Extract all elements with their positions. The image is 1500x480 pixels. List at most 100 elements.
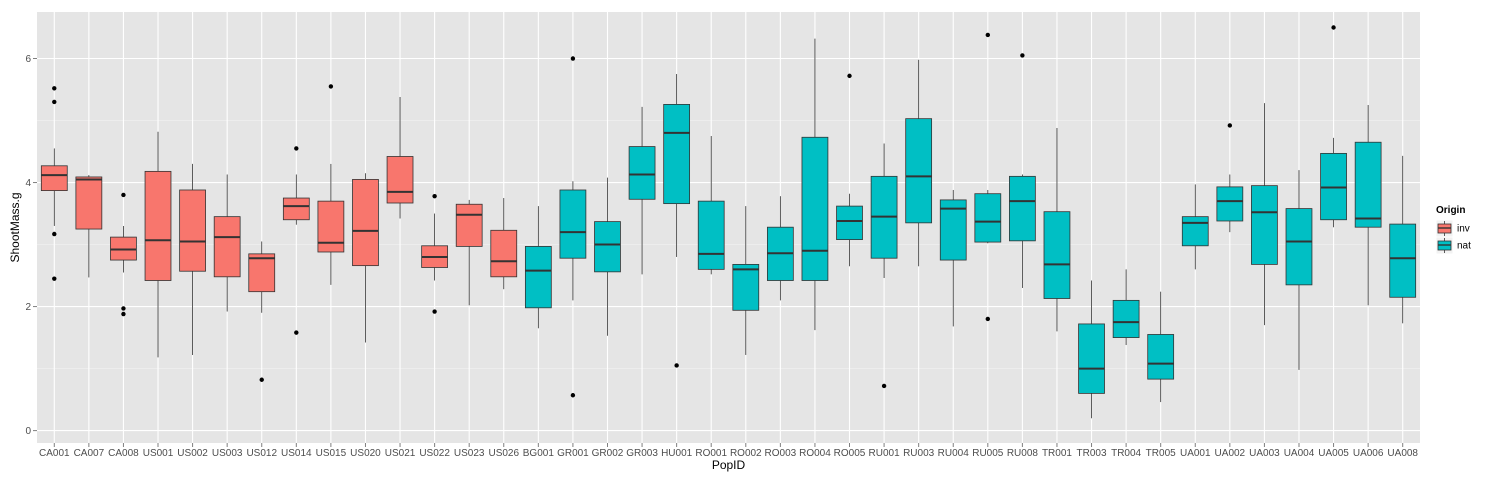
box-TR005 bbox=[1147, 291, 1175, 403]
outlier-point bbox=[847, 73, 852, 79]
x-tick-label: TR004 bbox=[1111, 448, 1141, 459]
box-iqr bbox=[1389, 223, 1417, 298]
outlier-point bbox=[52, 276, 57, 281]
y-tick-label: 2 bbox=[25, 302, 31, 313]
box-iqr bbox=[836, 205, 863, 240]
box-CA001 bbox=[40, 86, 68, 281]
box-GR001 bbox=[559, 56, 587, 398]
outlier-point bbox=[674, 363, 679, 368]
box-iqr bbox=[1354, 141, 1382, 228]
x-tick-label: RU008 bbox=[1007, 448, 1039, 459]
box-BG001 bbox=[524, 206, 552, 329]
box-RO005 bbox=[836, 73, 863, 267]
outlier-point bbox=[259, 377, 264, 382]
x-tick-label: RU005 bbox=[972, 448, 1004, 459]
box-TR001 bbox=[1043, 127, 1071, 332]
box-US002 bbox=[179, 163, 206, 355]
box-iqr bbox=[144, 170, 172, 281]
box-iqr bbox=[179, 189, 206, 272]
outlier-point bbox=[1227, 123, 1233, 128]
x-axis-title: PopID bbox=[712, 458, 746, 472]
box-iqr bbox=[663, 104, 691, 205]
x-tick-label: RO003 bbox=[765, 448, 797, 459]
box-RU005 bbox=[974, 32, 1002, 322]
box-iqr bbox=[1078, 323, 1105, 394]
box-iqr bbox=[317, 200, 345, 253]
box-iqr bbox=[524, 246, 552, 309]
outlier-point bbox=[294, 146, 299, 151]
outlier-point bbox=[881, 383, 887, 389]
x-tick-label: UA002 bbox=[1215, 448, 1246, 459]
x-tick-label: GR003 bbox=[626, 448, 658, 459]
box-iqr bbox=[697, 200, 725, 270]
box-US012 bbox=[248, 241, 276, 382]
outlier-point bbox=[52, 99, 57, 105]
x-tick-label: UA001 bbox=[1180, 448, 1211, 459]
legend: Origin inv nat bbox=[1435, 205, 1471, 255]
box-UA005 bbox=[1320, 25, 1347, 228]
x-tick-label: UA008 bbox=[1387, 448, 1418, 459]
box-HU001 bbox=[663, 74, 691, 368]
box-UA002 bbox=[1216, 123, 1244, 233]
box-RO002 bbox=[732, 206, 760, 355]
x-tick-label: US014 bbox=[281, 448, 312, 459]
outlier-point bbox=[52, 86, 57, 91]
y-tick-label: 0 bbox=[25, 426, 31, 437]
x-tick-label: US015 bbox=[316, 448, 347, 459]
box-RO003 bbox=[766, 196, 794, 301]
x-tick-label: RU003 bbox=[903, 448, 935, 459]
box-TR004 bbox=[1112, 269, 1140, 346]
outlier-point bbox=[570, 393, 576, 398]
x-tick-label: RO002 bbox=[730, 448, 762, 459]
x-tick-label: UA004 bbox=[1284, 448, 1315, 459]
outlier-point bbox=[328, 84, 334, 89]
box-RU008 bbox=[1009, 53, 1036, 288]
box-iqr bbox=[628, 146, 656, 200]
box-US001 bbox=[144, 131, 172, 358]
outlier-point bbox=[432, 309, 437, 314]
y-tick-label: 4 bbox=[25, 178, 31, 189]
plot-panel bbox=[37, 12, 1420, 443]
box-US023 bbox=[455, 199, 483, 306]
x-tick-label: UA005 bbox=[1318, 448, 1349, 459]
x-axis: CA001 CA007 CA008 US001 US002 US003 US012 US014… bbox=[39, 443, 1418, 459]
x-tick-label: GR001 bbox=[557, 448, 589, 459]
box-iqr bbox=[1147, 334, 1175, 380]
x-tick-label: RO004 bbox=[799, 448, 831, 459]
box-US021 bbox=[386, 96, 414, 219]
box-iqr bbox=[1251, 185, 1278, 265]
x-tick-label: RU001 bbox=[869, 448, 901, 459]
outlier-point bbox=[1331, 25, 1336, 30]
outlier-point bbox=[432, 193, 437, 199]
box-iqr bbox=[1112, 299, 1140, 338]
x-tick-label: CA001 bbox=[39, 448, 70, 459]
y-axis-title: ShootMass.g bbox=[8, 192, 22, 262]
y-tick-label: 6 bbox=[25, 54, 31, 65]
box-iqr bbox=[282, 197, 310, 221]
box-RU004 bbox=[939, 189, 967, 327]
x-tick-label: US020 bbox=[350, 448, 381, 459]
x-tick-label: CA007 bbox=[74, 448, 105, 459]
box-UA008 bbox=[1389, 155, 1417, 324]
x-tick-label: HU001 bbox=[661, 448, 693, 459]
x-tick-label: UA006 bbox=[1353, 448, 1384, 459]
box-iqr bbox=[386, 156, 414, 204]
legend-label: nat bbox=[1457, 241, 1471, 252]
outlier-point bbox=[985, 316, 991, 322]
box-iqr bbox=[352, 179, 379, 267]
box-RO004 bbox=[801, 38, 829, 331]
box-UA003 bbox=[1251, 103, 1278, 326]
box-RU001 bbox=[870, 143, 898, 389]
box-iqr bbox=[213, 216, 241, 278]
box-CA007 bbox=[75, 175, 103, 278]
box-GR003 bbox=[628, 106, 656, 275]
outlier-point bbox=[52, 231, 57, 237]
box-iqr bbox=[1181, 216, 1209, 247]
x-tick-label: US003 bbox=[212, 448, 243, 459]
box-US026 bbox=[490, 198, 518, 290]
x-tick-label: RO001 bbox=[695, 448, 727, 459]
x-tick-label: US023 bbox=[454, 448, 485, 459]
box-iqr bbox=[455, 203, 483, 247]
y-axis: 0 2 4 6 bbox=[25, 54, 37, 437]
